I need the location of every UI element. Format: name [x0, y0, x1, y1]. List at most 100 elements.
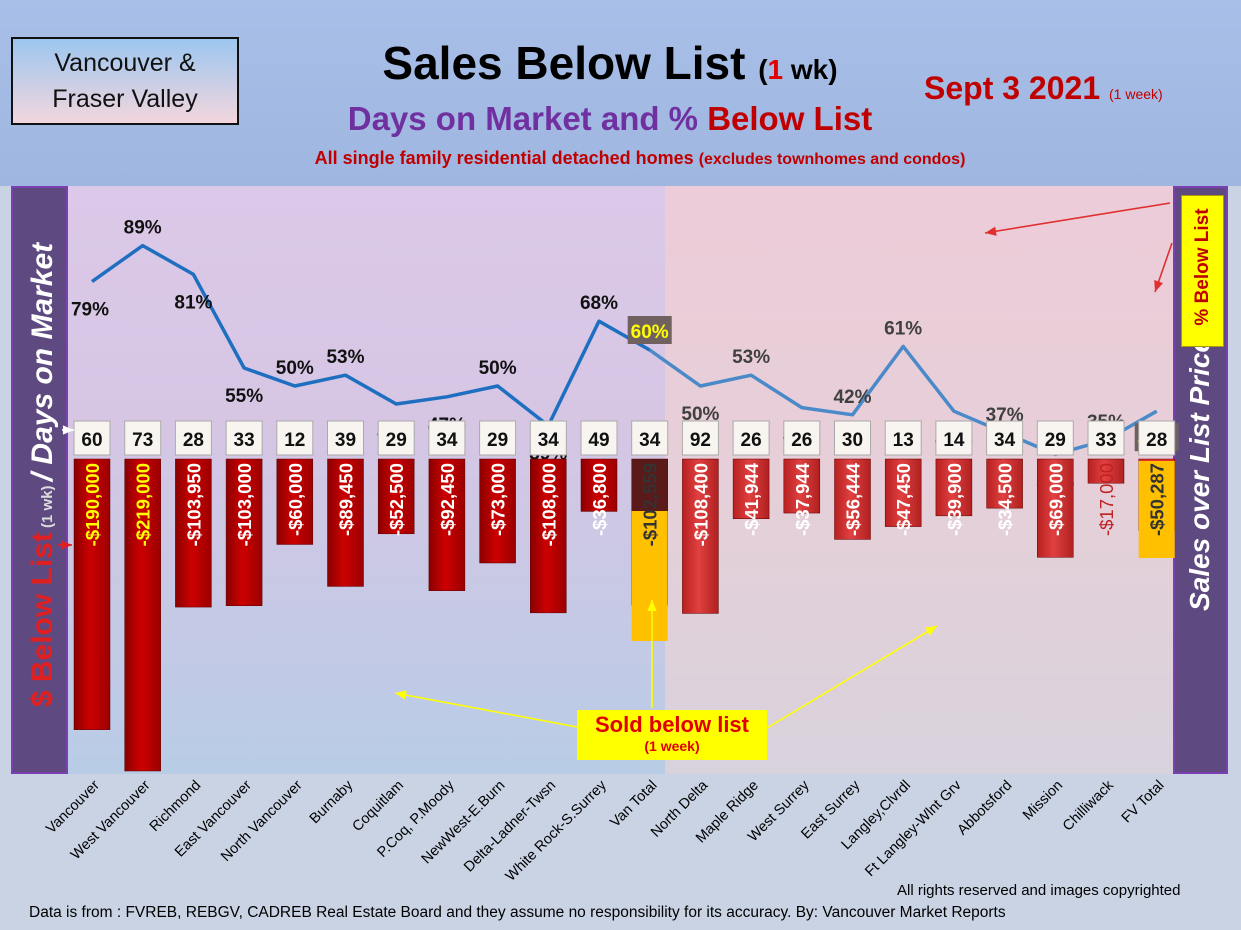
- dom-label-1: 73: [132, 430, 153, 451]
- sold-arrow-left-shaft: [394, 692, 578, 728]
- dom-label-2: 28: [183, 430, 204, 451]
- dom-label-21: 28: [1146, 430, 1167, 451]
- money-bar-0: [73, 458, 111, 730]
- dom-box-14: [783, 420, 821, 456]
- dom-box-10: [580, 420, 618, 456]
- dom-label-11: 34: [639, 430, 661, 451]
- money-pointer-arrow-head: [60, 540, 72, 550]
- money-bar-17: [935, 458, 973, 517]
- money-label-17: -$39,900: [944, 463, 965, 536]
- pct-label-2: 81%: [174, 292, 212, 313]
- dom-label-0: 60: [81, 430, 102, 451]
- sold-arrow-right-head: [925, 626, 937, 636]
- category-label-21: FV Total: [1119, 778, 1168, 827]
- subtitle-part1: Days on Market and %: [347, 100, 708, 137]
- title-paren-close: wk): [783, 54, 838, 85]
- money-bar-5: [327, 458, 364, 587]
- money-label-7: -$92,450: [437, 463, 458, 536]
- money-label-6: -$52,500: [386, 463, 407, 536]
- dom-box-3: [225, 420, 263, 456]
- note-small: (excludes townhomes and condos): [698, 151, 966, 168]
- dom-box-5: [327, 420, 364, 456]
- money-bar-16: [884, 458, 922, 527]
- money-bar-18: [986, 458, 1023, 509]
- dom-box-12: [681, 420, 719, 456]
- dom-label-14: 26: [791, 430, 812, 451]
- dom-box-16: [884, 420, 922, 456]
- money-bar-19: [1037, 458, 1074, 558]
- money-label-4: -$60,000: [285, 463, 306, 536]
- pct-label-0: 79%: [71, 300, 109, 321]
- title-paren-open: (: [758, 54, 768, 85]
- money-bar-highlight-11: [631, 511, 668, 641]
- money-bar-10: [580, 458, 618, 512]
- dom-box-17: [935, 420, 973, 456]
- dom-box-18: [986, 420, 1024, 456]
- money-label-18: -$34,500: [995, 463, 1016, 536]
- pct-label-13: 53%: [732, 347, 770, 368]
- sold-arrow-left-head: [395, 690, 407, 700]
- data-source-note: Data is from : FVREB, REBGV, CADREB Real…: [29, 904, 1006, 921]
- dom-box-21: [1138, 420, 1176, 456]
- dom-box-15: [834, 420, 871, 456]
- legend-arrow-2-head: [1154, 280, 1164, 292]
- date-small: (1 week): [1109, 86, 1163, 102]
- dom-box-4: [276, 420, 314, 456]
- money-label-15: -$56,444: [843, 462, 864, 536]
- dom-label-20: 33: [1095, 430, 1116, 451]
- money-bar-15: [834, 458, 871, 540]
- money-bar-13: [732, 458, 770, 520]
- money-label-1: -$219,000: [133, 463, 154, 546]
- note-main: All single family residential detached h…: [314, 148, 699, 168]
- pct-label-5: 53%: [326, 347, 364, 368]
- pct-label-16: 61%: [884, 318, 922, 339]
- pct-label-12: 50%: [681, 404, 719, 425]
- money-bar-7: [428, 458, 466, 591]
- pct-label-11: 60%: [631, 322, 669, 343]
- dom-label-9: 34: [538, 430, 560, 451]
- sold-arrow-right-shaft: [766, 625, 938, 729]
- subtitle-part2: Below List: [707, 100, 873, 137]
- pct-label-15: 42%: [833, 387, 871, 408]
- dom-box-11: [631, 420, 669, 456]
- money-bar-9: [530, 458, 567, 614]
- dom-pointer-arrow-head: [62, 425, 74, 435]
- dom-label-7: 34: [436, 430, 458, 451]
- report-date: Sept 3 2021 (1 week): [924, 70, 1163, 107]
- dom-label-18: 34: [994, 430, 1016, 451]
- money-label-19: -$69,000: [1045, 463, 1066, 536]
- pct-label-1: 89%: [124, 218, 162, 239]
- dom-label-4: 12: [284, 430, 305, 451]
- sold-below-list-callout: Sold below list (1 week): [577, 710, 767, 760]
- dom-box-19: [1036, 420, 1074, 456]
- money-label-11: -$102,559: [640, 463, 661, 546]
- category-label-9: Delta-Ladner-Twsn: [461, 778, 559, 876]
- money-label-8: -$73,000: [488, 463, 509, 536]
- pct-below-list-legend: % Below List: [1181, 195, 1224, 347]
- left-axis-panel: $ Below List (1 wk) / Days on Market: [11, 186, 68, 774]
- money-label-5: -$89,450: [336, 463, 357, 536]
- dom-box-2: [174, 420, 212, 456]
- pct-label-box-11: [627, 316, 672, 344]
- money-bar-2: [175, 458, 212, 608]
- sold-arrow-up-head: [647, 600, 657, 612]
- title-paren-num: 1: [767, 54, 784, 85]
- dom-label-17: 14: [943, 430, 965, 451]
- region-box: Vancouver & Fraser Valley: [11, 37, 239, 125]
- money-label-9: -$108,000: [538, 463, 559, 546]
- dom-box-0: [73, 420, 111, 456]
- money-label-0: -$190,000: [82, 463, 103, 546]
- money-bar-20: [1087, 458, 1125, 484]
- sold-callout-small: (1 week): [644, 738, 700, 754]
- money-bar-3: [225, 458, 263, 606]
- pct-line-vancouver: [90, 243, 651, 428]
- dom-box-9: [529, 420, 567, 456]
- dom-label-6: 29: [386, 430, 407, 451]
- dom-box-7: [428, 420, 466, 456]
- money-label-14: -$37,944: [792, 462, 813, 536]
- money-bar-14: [783, 458, 821, 514]
- category-label-19: Mission: [1020, 778, 1066, 824]
- dom-box-6: [377, 420, 415, 456]
- money-label-2: -$103,950: [183, 463, 204, 546]
